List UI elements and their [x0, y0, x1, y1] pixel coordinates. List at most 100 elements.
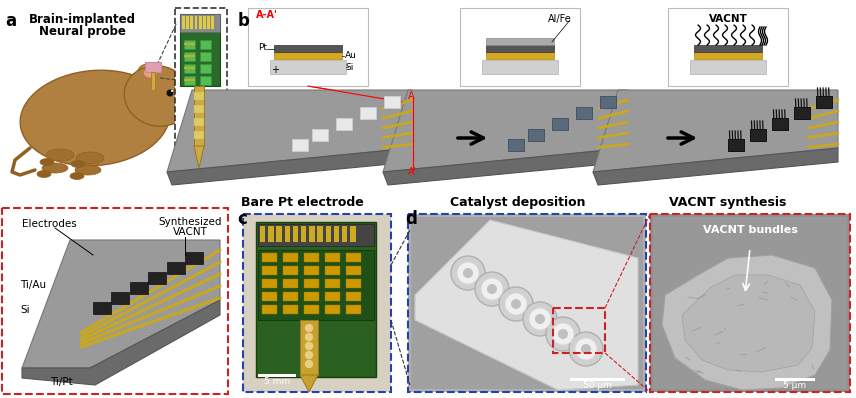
- Polygon shape: [300, 375, 318, 392]
- Polygon shape: [22, 240, 220, 368]
- Text: Neural probe: Neural probe: [39, 25, 126, 39]
- Bar: [283, 292, 298, 301]
- Text: VACNT: VACNT: [709, 14, 747, 24]
- Bar: [576, 107, 592, 119]
- Bar: [194, 118, 204, 126]
- Bar: [346, 266, 361, 275]
- Bar: [816, 96, 832, 108]
- Polygon shape: [415, 220, 638, 390]
- Text: VACNT: VACNT: [173, 227, 207, 237]
- Bar: [184, 64, 195, 73]
- Text: b: b: [238, 12, 250, 30]
- Ellipse shape: [37, 170, 51, 178]
- Bar: [342, 226, 348, 242]
- Bar: [460, 8, 580, 86]
- Bar: [552, 118, 568, 130]
- Circle shape: [558, 329, 568, 339]
- Bar: [276, 226, 282, 242]
- Bar: [175, 8, 227, 176]
- Bar: [653, 217, 847, 389]
- Bar: [346, 253, 361, 262]
- Bar: [728, 139, 744, 151]
- Bar: [334, 226, 339, 242]
- Polygon shape: [130, 282, 148, 294]
- Polygon shape: [383, 148, 628, 185]
- Text: Si: Si: [20, 305, 30, 315]
- Bar: [274, 52, 342, 59]
- Circle shape: [306, 361, 312, 367]
- Polygon shape: [662, 255, 832, 390]
- Bar: [694, 45, 762, 52]
- Bar: [553, 308, 605, 353]
- Text: VACNT bundles: VACNT bundles: [703, 225, 798, 235]
- Ellipse shape: [46, 149, 74, 161]
- Bar: [151, 72, 155, 90]
- Bar: [482, 60, 558, 74]
- Text: Ti/Au: Ti/Au: [20, 280, 46, 290]
- Bar: [293, 226, 298, 242]
- Bar: [283, 266, 298, 275]
- Bar: [283, 279, 298, 288]
- Bar: [258, 224, 374, 246]
- Ellipse shape: [70, 172, 84, 179]
- Bar: [184, 55, 195, 57]
- Circle shape: [529, 308, 551, 330]
- Circle shape: [306, 324, 312, 332]
- Text: Al/Fe: Al/Fe: [548, 14, 572, 24]
- Bar: [194, 16, 198, 29]
- Circle shape: [475, 272, 509, 306]
- Ellipse shape: [124, 66, 192, 126]
- Circle shape: [487, 284, 497, 294]
- Bar: [775, 378, 815, 380]
- Bar: [283, 305, 298, 314]
- Bar: [668, 8, 788, 86]
- Text: Bare Pt electrode: Bare Pt electrode: [241, 196, 364, 209]
- Bar: [274, 45, 342, 52]
- Bar: [0, 0, 230, 205]
- Bar: [570, 378, 625, 380]
- Bar: [262, 253, 277, 262]
- Bar: [187, 16, 189, 29]
- Ellipse shape: [138, 64, 158, 80]
- Bar: [304, 279, 319, 288]
- Circle shape: [569, 332, 603, 366]
- Polygon shape: [22, 300, 220, 385]
- Circle shape: [306, 343, 312, 349]
- Bar: [301, 226, 306, 242]
- Bar: [262, 266, 277, 275]
- Text: Catalyst deposition: Catalyst deposition: [450, 196, 586, 209]
- Bar: [2, 208, 228, 394]
- Bar: [284, 226, 290, 242]
- Text: d: d: [405, 210, 417, 228]
- Bar: [180, 14, 220, 32]
- Circle shape: [451, 256, 485, 290]
- Polygon shape: [111, 292, 129, 304]
- Text: Pt: Pt: [258, 43, 267, 53]
- Text: Electrodes: Electrodes: [22, 219, 77, 229]
- Bar: [258, 250, 374, 320]
- Bar: [360, 107, 376, 119]
- Text: A: A: [408, 91, 414, 101]
- Text: a: a: [5, 12, 16, 30]
- Bar: [309, 226, 315, 242]
- Bar: [772, 118, 788, 130]
- Bar: [194, 92, 204, 100]
- Bar: [200, 76, 211, 85]
- Bar: [325, 305, 340, 314]
- Polygon shape: [167, 148, 412, 185]
- Bar: [408, 214, 646, 392]
- Ellipse shape: [42, 163, 68, 173]
- Ellipse shape: [21, 70, 169, 166]
- Text: Si: Si: [345, 62, 354, 72]
- Polygon shape: [93, 302, 111, 314]
- Bar: [194, 105, 204, 113]
- Bar: [184, 43, 195, 45]
- Bar: [304, 253, 319, 262]
- Bar: [384, 96, 400, 108]
- Bar: [262, 292, 277, 301]
- Bar: [200, 52, 211, 61]
- Circle shape: [552, 323, 574, 345]
- Ellipse shape: [71, 160, 85, 168]
- Polygon shape: [185, 252, 203, 264]
- Bar: [200, 40, 211, 49]
